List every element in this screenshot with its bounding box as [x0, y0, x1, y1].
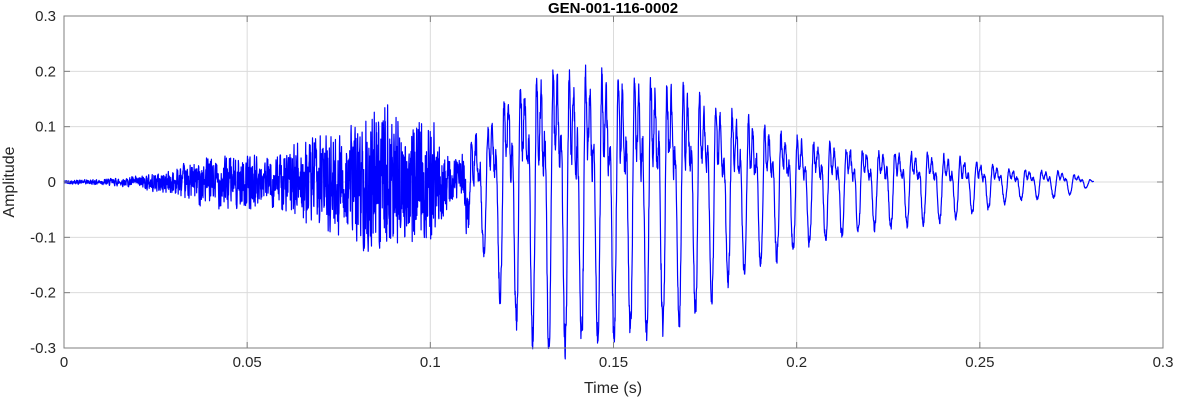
x-tick-label: 0.1	[420, 354, 441, 371]
y-tick-label: 0	[48, 174, 56, 191]
y-tick-label: 0.3	[35, 8, 56, 25]
y-axis-label: Amplitude	[1, 146, 18, 217]
x-tick-label: 0	[60, 354, 68, 371]
x-tick-label: 0.2	[786, 354, 807, 371]
waveform-path	[63, 64, 1094, 360]
x-tick-label: 0.25	[965, 354, 994, 371]
chart-title: GEN-001-116-0002	[548, 0, 678, 17]
waveform-layer	[63, 64, 1094, 360]
y-tick-label: -0.3	[30, 340, 56, 357]
x-tick-label: 0.15	[599, 354, 628, 371]
y-tick-label: 0.2	[35, 63, 56, 80]
x-tick-label: 0.3	[1153, 354, 1174, 371]
tick-label-layer: 0 0.05 0.1 0.15 0.2 0.25 0.3 -0.3 -0.2 -0.1 0 0.1 0.…	[30, 8, 1173, 371]
axis-layer	[63, 15, 1164, 349]
x-axis-label: Time (s)	[584, 380, 642, 397]
y-tick-label: 0.1	[35, 119, 56, 136]
x-tick-label: 0.05	[233, 354, 262, 371]
y-tick-label: -0.1	[30, 229, 56, 246]
y-tick-label: -0.2	[30, 285, 56, 302]
